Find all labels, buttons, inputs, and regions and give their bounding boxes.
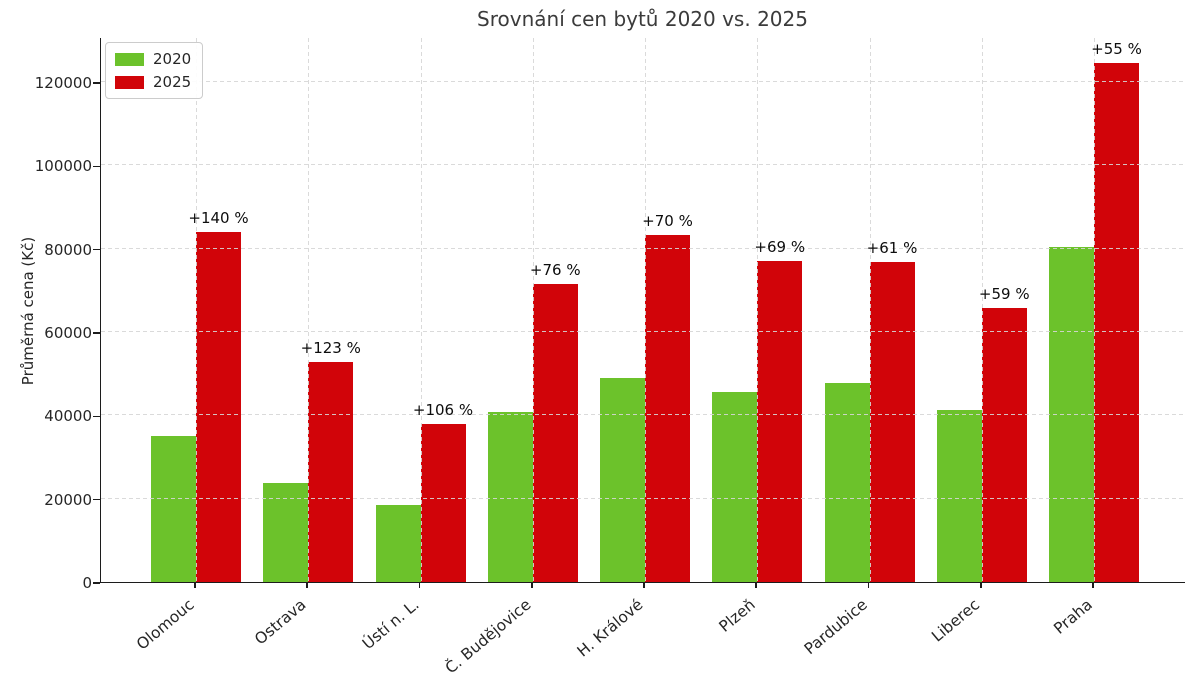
x-tick-label: Pardubice [801,595,872,659]
bar-2020 [151,436,196,582]
h-gridline [101,81,1185,82]
x-tick-label: Praha [1050,595,1096,638]
x-tick-mark [643,583,645,588]
bar-2025 [981,307,1027,582]
y-tick-mark [93,415,100,418]
legend: 2020 2025 [105,42,204,99]
bar-2020 [375,505,421,582]
x-tick-mark [530,583,533,588]
bar-2025 [308,361,354,582]
v-gridline [308,38,310,582]
y-tick-mark [93,332,100,334]
annotation-label: +140 % [188,209,249,227]
annotation-label: +123 % [300,338,361,357]
x-tick-mark [1092,583,1094,588]
plot-area: 2020 2025 +140 % +123 % +106 % +76 % +70 % +69… [100,38,1185,583]
v-gridline [1094,38,1095,582]
legend-row: 2020 [115,50,191,68]
annotation-label: +55 % [1091,40,1142,59]
y-tick-label: 100000 [34,157,92,176]
annotation-label: +70 % [642,211,693,230]
h-gridline [101,497,1185,499]
v-gridline [869,38,871,582]
v-gridline [757,38,759,582]
bar-2025 [196,232,241,582]
bar-2025 [869,262,915,582]
x-tick-label: Ústí n. L. [358,595,423,654]
x-tick-mark [418,583,421,588]
x-tick-mark [867,583,870,588]
bar-2020 [712,392,758,582]
x-tick-label: Plzeň [715,595,759,636]
annotation-label: +69 % [754,237,806,256]
legend-swatch-2025 [115,75,144,89]
v-gridline [645,38,646,582]
bar-2025 [645,234,690,582]
y-tick-mark [93,248,100,251]
y-tick-label: 80000 [44,240,92,259]
annotation-label: +76 % [529,260,581,279]
y-tick-mark [93,498,100,501]
y-tick-mark [93,82,100,84]
x-tick-mark [755,583,758,588]
x-tick-label: Liberec [928,595,984,646]
x-tick-label: Olomouc [133,595,198,654]
legend-row: 2025 [115,73,191,91]
v-gridline [196,38,197,582]
y-tick-label: 40000 [44,407,92,426]
x-tick-mark [979,583,982,588]
bar-2020 [263,483,309,582]
x-tick-mark [194,583,196,588]
bar-2025 [757,260,803,582]
y-tick-label: 20000 [44,490,92,509]
y-tick-mark [93,165,100,168]
legend-label: 2020 [153,50,192,68]
y-tick-label: 0 [82,574,92,592]
annotation-label: +106 % [412,401,474,420]
legend-label: 2025 [153,73,192,91]
bar-2020 [824,383,870,582]
y-tick-label: 120000 [34,74,92,92]
x-tick-label: Č. Budějovice [441,595,535,678]
h-gridline [101,164,1185,166]
chart-title: Srovnání cen bytů 2020 vs. 2025 [477,7,808,31]
bar-2025 [532,283,578,582]
y-tick-mark [93,582,100,584]
v-gridline [532,38,534,582]
h-gridline [101,247,1185,249]
bar-2025 [1094,63,1139,582]
h-gridline [101,414,1185,416]
annotation-label: +61 % [866,239,918,257]
bar-2020 [600,377,645,582]
x-tick-label: Ostrava [251,595,310,649]
bar-2025 [420,424,466,582]
v-gridline [981,38,983,582]
bar-2020 [936,409,982,582]
y-tick-label: 60000 [44,324,92,342]
annotation-label: +59 % [978,284,1030,303]
x-tick-mark [306,583,309,588]
bar-2020 [487,412,533,582]
h-gridline [101,331,1185,332]
legend-swatch-2020 [115,52,144,66]
v-gridline [420,38,422,582]
x-tick-label: H. Králové [573,595,647,661]
